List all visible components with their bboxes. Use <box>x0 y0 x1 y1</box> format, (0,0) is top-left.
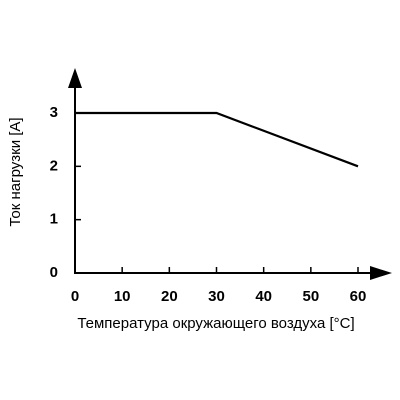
x-axis-arrow <box>370 266 392 280</box>
y-tick-label: 3 <box>50 104 58 121</box>
y-axis-label: Ток нагрузки [A] <box>7 117 24 226</box>
x-axis-label: Температура окружающего воздуха [°C] <box>77 315 354 332</box>
data-line <box>75 111 359 168</box>
x-tick-label: 30 <box>208 288 225 305</box>
x-tick-label: 50 <box>302 288 319 305</box>
x-tick-label: 0 <box>71 288 79 305</box>
x-tick-label: 40 <box>255 288 272 305</box>
x-tick-label: 10 <box>114 288 131 305</box>
y-axis-arrow <box>68 68 82 88</box>
y-tick-label: 1 <box>50 211 58 228</box>
y-tick-label: 2 <box>50 157 58 174</box>
x-tick-label: 60 <box>350 288 367 305</box>
x-tick-label: 20 <box>161 288 178 305</box>
y-tick-label: 0 <box>50 264 58 281</box>
